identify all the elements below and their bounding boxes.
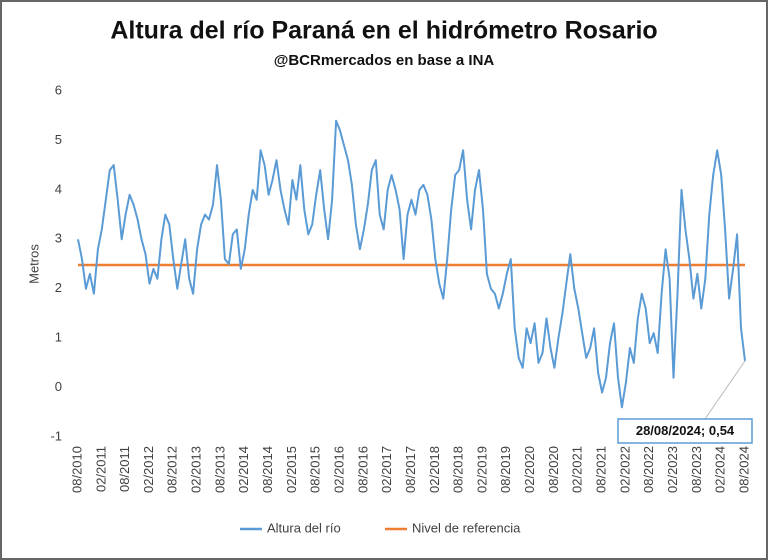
- y-tick-label: 3: [55, 231, 62, 246]
- y-tick-label: 4: [55, 181, 62, 196]
- x-tick-label: 02/2023: [665, 446, 680, 493]
- annotation-box: [617, 418, 753, 444]
- x-tick-label: 02/2024: [713, 446, 728, 493]
- y-tick-label: 1: [55, 330, 62, 345]
- annotation-text: 28/08/2024; 0,54: [636, 423, 735, 438]
- x-tick-label: 08/2016: [355, 446, 370, 493]
- x-tick-label: 02/2021: [570, 446, 585, 493]
- x-tick-label: 02/2012: [141, 446, 156, 493]
- x-tick-label: 08/2014: [260, 446, 275, 493]
- x-tick-label: 02/2013: [189, 446, 204, 493]
- chart-subtitle: @BCRmercados en base a INA: [274, 52, 495, 69]
- y-tick-label: -1: [50, 428, 62, 443]
- x-tick-label: 08/2011: [117, 446, 132, 492]
- line-series: [77, 119, 746, 409]
- y-axis-label: Metros: [26, 244, 41, 284]
- x-tick-label: 08/2024: [736, 446, 751, 493]
- x-tick-label: 02/2011: [93, 446, 108, 492]
- x-tick-label: 02/2022: [617, 446, 632, 493]
- x-tick-label: 02/2019: [474, 446, 489, 493]
- y-tick-label: 0: [55, 379, 62, 394]
- x-tick-label: 08/2013: [212, 446, 227, 493]
- x-tick-label: 08/2021: [594, 446, 609, 493]
- x-tick-label: 08/2010: [69, 446, 84, 493]
- x-tick-label: 02/2015: [284, 446, 299, 493]
- x-tick-label: 02/2018: [427, 446, 442, 493]
- x-tick-label: 08/2023: [689, 446, 704, 493]
- y-tick-label: 2: [55, 280, 62, 295]
- x-tick-label: 08/2012: [165, 446, 180, 493]
- x-tick-label: 08/2019: [498, 446, 513, 493]
- legend-label: Altura del río: [267, 520, 341, 535]
- x-tick-label: 02/2020: [522, 446, 537, 493]
- x-tick-label: 02/2017: [379, 446, 394, 493]
- y-tick-label: 6: [55, 82, 62, 97]
- chart-title: Altura del río Paraná en el hidrómetro R…: [110, 17, 657, 45]
- x-tick-label: 02/2014: [236, 446, 251, 493]
- x-tick-label: 08/2017: [403, 446, 418, 493]
- x-tick-label: 08/2022: [641, 446, 656, 493]
- x-tick-label: 02/2016: [331, 446, 346, 493]
- x-tick-label: 08/2018: [451, 446, 466, 493]
- x-tick-label: 08/2020: [546, 446, 561, 493]
- legend-label: Nivel de referencia: [412, 520, 521, 535]
- annotation-leader: [704, 360, 746, 420]
- y-tick-label: 5: [55, 132, 62, 147]
- x-tick-label: 08/2015: [308, 446, 323, 493]
